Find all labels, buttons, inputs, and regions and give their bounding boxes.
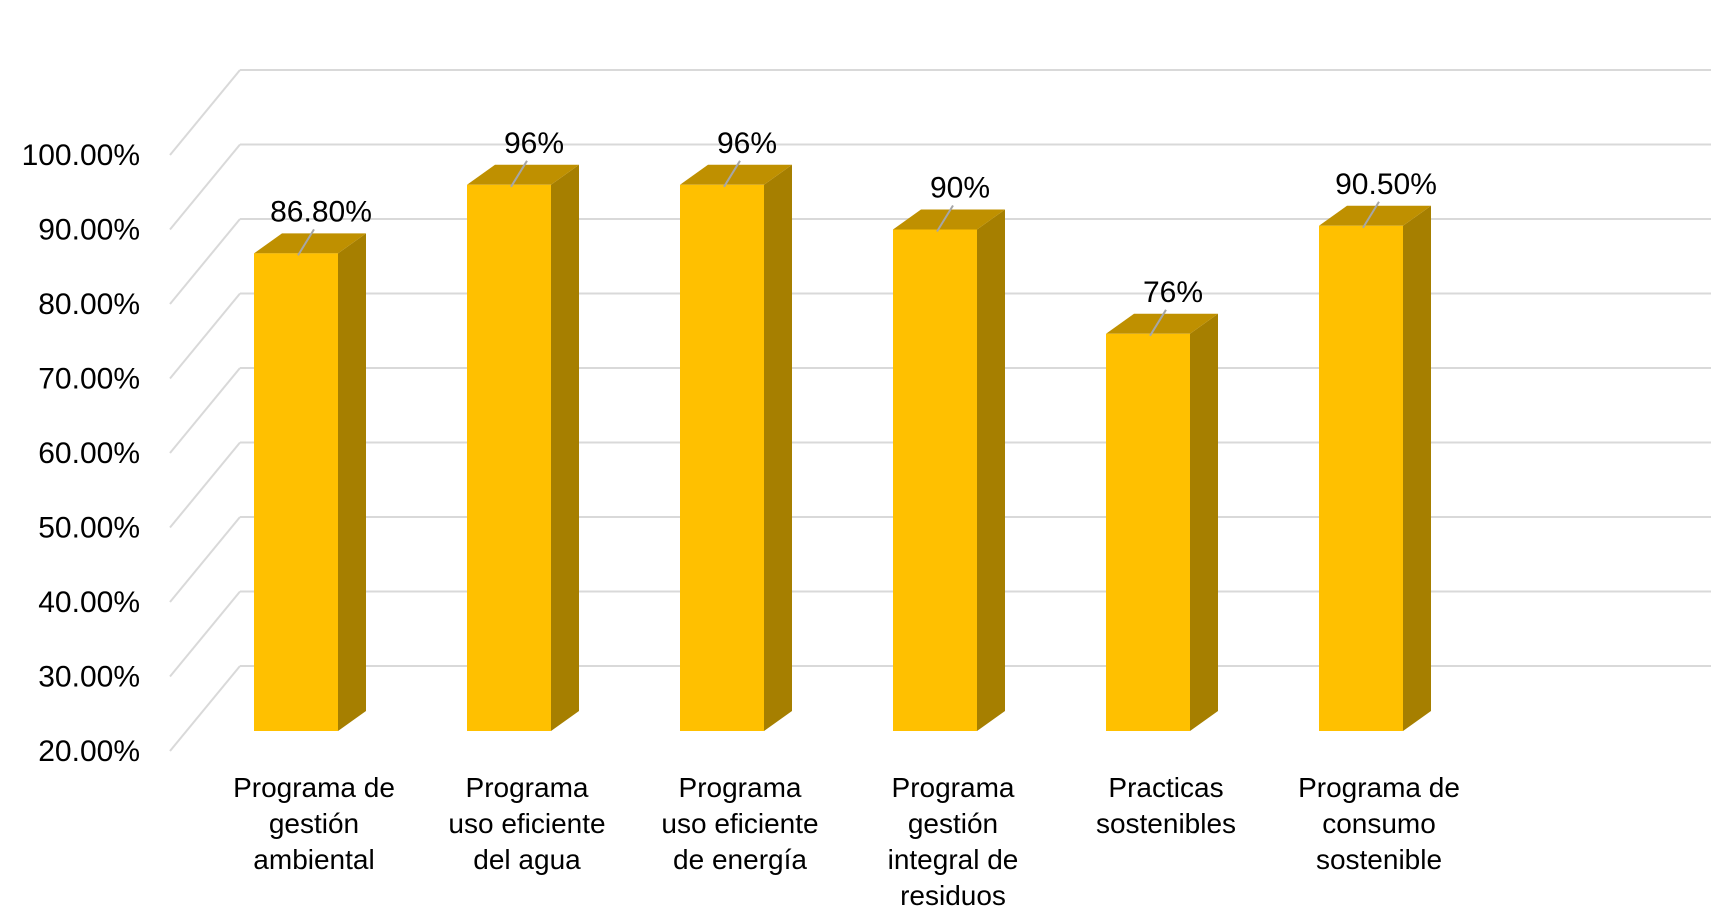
- data-labels: 86.80% 96% 96% 90% 76% 90.50%: [270, 127, 1437, 337]
- category-labels: Programa de gestión ambiental Programa uso e…: [233, 772, 1460, 911]
- bar: [893, 209, 1005, 731]
- category-label: Programa gestión integral de residuos: [888, 772, 1019, 911]
- category-label-line: uso eficiente: [448, 808, 605, 839]
- bar-top: [254, 233, 366, 254]
- category-label-line: del agua: [473, 844, 581, 875]
- gridline-diagonal: [169, 516, 241, 603]
- category-label-line: Programa: [679, 772, 802, 803]
- data-label-leader: [1362, 201, 1380, 229]
- category-label: Programa uso eficiente de energía: [661, 772, 818, 875]
- bar-front: [467, 184, 551, 732]
- gridline-diagonal: [169, 143, 241, 231]
- category-label-line: consumo: [1322, 808, 1436, 839]
- data-label: 96%: [504, 127, 564, 160]
- data-label-leader: [723, 160, 741, 188]
- bar-side: [1403, 205, 1431, 731]
- data-label: 86.80%: [270, 195, 372, 228]
- y-axis-tick-labels: 20.00% 30.00% 40.00% 50.00% 60.00% 70.00% 80.0…: [22, 139, 140, 768]
- category-label-line: residuos: [900, 880, 1006, 911]
- gridline-diagonal: [169, 69, 241, 156]
- category-label-line: Practicas: [1108, 772, 1223, 803]
- category-label-line: Programa: [466, 772, 589, 803]
- bar-side: [1190, 313, 1218, 731]
- category-label: Practicas sostenibles: [1096, 772, 1236, 839]
- bar-side: [977, 209, 1005, 731]
- bar: [467, 164, 579, 732]
- gridline-diagonal: [169, 367, 241, 454]
- gridline-diagonal: [169, 665, 241, 752]
- bar-top: [1319, 205, 1431, 226]
- category-label-line: sostenibles: [1096, 808, 1236, 839]
- bar-top: [680, 164, 792, 185]
- bar: [680, 164, 792, 732]
- category-label: Programa uso eficiente del agua: [448, 772, 605, 875]
- data-label-leader: [1149, 309, 1167, 337]
- category-label-line: ambiental: [253, 844, 374, 875]
- category-label-line: Programa: [892, 772, 1015, 803]
- category-label-line: de energía: [673, 844, 807, 875]
- bar-top: [1106, 313, 1218, 334]
- bar: [254, 233, 366, 731]
- y-tick-label: 90.00%: [38, 214, 140, 247]
- category-label-line: Programa de: [233, 772, 395, 803]
- bars: [254, 164, 1431, 732]
- data-label-leader: [297, 228, 315, 256]
- y-tick-label: 80.00%: [38, 288, 140, 321]
- category-label-line: gestión: [908, 808, 998, 839]
- gridline-diagonal: [169, 441, 241, 529]
- bar-front: [893, 229, 977, 731]
- data-label: 96%: [717, 127, 777, 160]
- y-tick-label: 70.00%: [38, 363, 140, 396]
- category-label-line: gestión: [269, 808, 359, 839]
- y-tick-label: 50.00%: [38, 512, 140, 545]
- gridline-diagonal: [169, 218, 241, 305]
- gridline-diagonal: [169, 292, 241, 380]
- bar-front: [680, 184, 764, 732]
- category-label-line: Programa de: [1298, 772, 1460, 803]
- bar-top: [467, 164, 579, 185]
- category-label: Programa de gestión ambiental: [233, 772, 395, 875]
- bar-top: [893, 209, 1005, 230]
- category-label-line: integral de: [888, 844, 1019, 875]
- data-label-leader: [936, 204, 954, 233]
- bar-front: [254, 253, 338, 731]
- category-label: Programa de consumo sostenible: [1298, 772, 1460, 875]
- y-tick-label: 30.00%: [38, 661, 140, 694]
- bar-side: [764, 164, 792, 732]
- y-tick-label: 100.00%: [22, 139, 140, 172]
- data-label: 90%: [930, 172, 990, 205]
- bar-front: [1319, 225, 1403, 731]
- data-label: 76%: [1143, 276, 1203, 309]
- category-label-line: uso eficiente: [661, 808, 818, 839]
- bar-side: [338, 233, 366, 731]
- bar: [1106, 313, 1218, 731]
- bar-side: [551, 164, 579, 732]
- y-tick-label: 20.00%: [38, 735, 140, 768]
- category-label-line: sostenible: [1316, 844, 1442, 875]
- y-tick-label: 60.00%: [38, 437, 140, 470]
- bar: [1319, 205, 1431, 731]
- y-tick-label: 40.00%: [38, 586, 140, 619]
- gridline-diagonal: [169, 590, 241, 678]
- bar-front: [1106, 333, 1190, 731]
- data-label: 90.50%: [1335, 168, 1437, 201]
- data-label-leader: [510, 160, 528, 188]
